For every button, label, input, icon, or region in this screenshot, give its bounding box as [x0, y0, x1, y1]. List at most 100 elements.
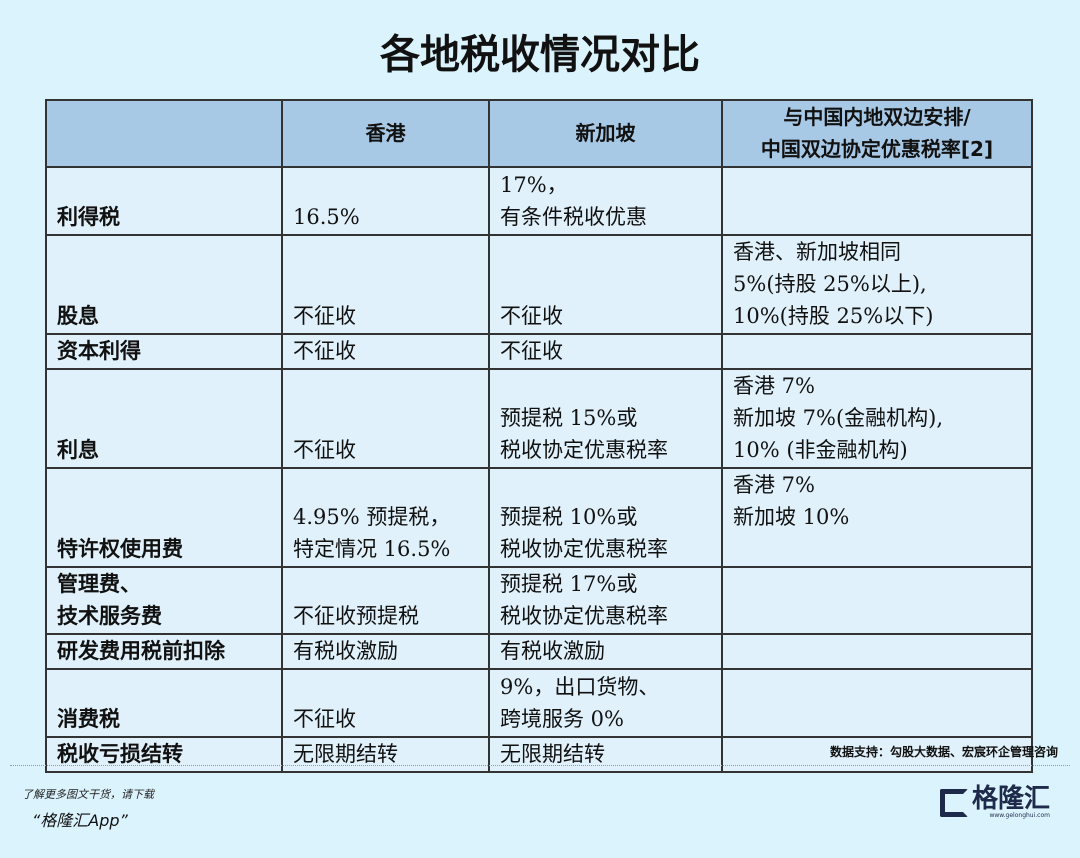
- cell-text: 4.95% 预提税，: [293, 505, 451, 529]
- data-source: 数据支持：勾股大数据、宏宸环企管理咨询: [829, 745, 1058, 759]
- cell-sg: 预提税 10%或 税收协定优惠税率: [488, 467, 723, 568]
- cell-text: 有税收激励: [293, 639, 398, 663]
- cell-treaty: [721, 633, 1033, 670]
- cell-text: 16.5%: [293, 205, 360, 229]
- column-header: 新加坡: [488, 99, 723, 168]
- cell-item: 利得税: [45, 166, 283, 236]
- cell-text: 技术服务费: [57, 604, 162, 628]
- cell-hk: 不征收: [281, 368, 490, 469]
- cell-text: 预提税 15%或: [500, 406, 638, 430]
- table-row: 利息 不征收 预提税 15%或 税收协定优惠税率 香港 7% 新加坡 7%(金融机构), 1…: [45, 368, 1033, 469]
- cell-text: 跨境服务 0%: [500, 707, 624, 731]
- header-text: 新加坡: [575, 121, 636, 145]
- cell-hk: 不征收: [281, 668, 490, 738]
- cell-text: 不征收: [500, 304, 563, 328]
- cell-text: 有税收激励: [500, 639, 605, 663]
- cell-text: 不征收: [293, 304, 356, 328]
- cell-text: 无限期结转: [293, 742, 398, 766]
- header-text: 中国双边协定优惠税率[2]: [760, 137, 994, 161]
- cell-sg: 有税收激励: [488, 633, 723, 670]
- cell-text: 利得税: [57, 205, 120, 229]
- cell-sg: 无限期结转: [488, 736, 723, 773]
- cell-item: 管理费、 技术服务费: [45, 566, 283, 635]
- divider: [10, 765, 1070, 766]
- cell-hk: 不征收预提税: [281, 566, 490, 635]
- cell-hk: 无限期结转: [281, 736, 490, 773]
- cell-text: 5%(持股 25%以上),: [733, 272, 927, 296]
- promo-app-name: “格隆汇App”: [32, 811, 128, 830]
- cell-text: 香港 7%: [733, 374, 815, 398]
- cell-text: 税收亏损结转: [57, 742, 183, 766]
- logo-text: 格隆汇: [971, 784, 1050, 814]
- cell-treaty: [721, 566, 1033, 635]
- cell-text: 不征收: [293, 339, 356, 363]
- cell-treaty: [721, 668, 1033, 738]
- cell-text: 无限期结转: [500, 742, 605, 766]
- cell-sg: 9%，出口货物、 跨境服务 0%: [488, 668, 723, 738]
- cell-text: 预提税 17%或: [500, 572, 638, 596]
- table-row: 管理费、 技术服务费 不征收预提税 预提税 17%或 税收协定优惠税率: [45, 566, 1033, 635]
- table-row: 消费税 不征收 9%，出口货物、 跨境服务 0%: [45, 668, 1033, 738]
- cell-text: 股息: [57, 304, 99, 328]
- cell-text: 不征收: [293, 438, 356, 462]
- cell-item: 研发费用税前扣除: [45, 633, 283, 670]
- cell-text: 税收协定优惠税率: [500, 604, 668, 628]
- cell-text: 预提税 10%或: [500, 505, 638, 529]
- cell-sg: 不征收: [488, 333, 723, 370]
- cell-item: 利息: [45, 368, 283, 469]
- cell-text: 不征收: [500, 339, 563, 363]
- table-row: 研发费用税前扣除 有税收激励 有税收激励: [45, 633, 1033, 670]
- header-text: 与中国内地双边安排/: [783, 105, 971, 129]
- cell-hk: 不征收: [281, 234, 490, 335]
- cell-text: 17%，: [500, 173, 568, 197]
- cell-text: 消费税: [57, 707, 120, 731]
- cell-treaty: [721, 736, 1033, 773]
- cell-text: 香港、新加坡相同: [733, 240, 901, 264]
- cell-hk: 有税收激励: [281, 633, 490, 670]
- cell-sg: 预提税 17%或税收协定优惠税率: [488, 566, 723, 635]
- page-title: 各地税收情况对比: [380, 32, 700, 78]
- cell-text: 研发费用税前扣除: [57, 639, 225, 663]
- column-header: 与中国内地双边安排/中国双边协定优惠税率[2]: [721, 99, 1033, 168]
- cell-text: 特定情况 16.5%: [293, 537, 451, 561]
- table-row: 资本利得 不征收 不征收: [45, 333, 1033, 370]
- cell-item: 资本利得: [45, 333, 283, 370]
- cell-text: 新加坡 10%: [733, 505, 850, 529]
- cell-item: 税收亏损结转: [45, 736, 283, 773]
- gelonghui-logo: 格隆汇 www.gelonghui.com: [939, 784, 1050, 819]
- cell-text: 管理费、: [57, 572, 141, 596]
- cell-sg: 17%， 有条件税收优惠: [488, 166, 723, 236]
- cell-text: 利息: [57, 438, 99, 462]
- cell-text: 香港 7%: [733, 473, 815, 497]
- cell-text: 有条件税收优惠: [500, 205, 647, 229]
- table-row: 股息 不征收 不征收 香港、新加坡相同 5%(持股 25%以上), 10%(持股 25%以…: [45, 234, 1033, 335]
- cell-hk: 不征收: [281, 333, 490, 370]
- column-header: 香港: [281, 99, 490, 168]
- table-row: 特许权使用费 4.95% 预提税， 特定情况 16.5% 预提税 10%或 税收协定优惠…: [45, 467, 1033, 568]
- cell-text: 特许权使用费: [57, 537, 183, 561]
- table-row: 税收亏损结转 无限期结转 无限期结转: [45, 736, 1033, 773]
- cell-sg: 不征收: [488, 234, 723, 335]
- cell-hk: 4.95% 预提税， 特定情况 16.5%: [281, 467, 490, 568]
- cell-text: 新加坡 7%(金融机构),: [733, 406, 944, 430]
- cell-treaty: 香港 7% 新加坡 7%(金融机构), 10% (非金融机构): [721, 368, 1033, 469]
- cell-text: 10%(持股 25%以下): [733, 304, 934, 328]
- header-text: 香港: [365, 121, 406, 145]
- cell-item: 股息: [45, 234, 283, 335]
- cell-treaty: 香港 7% 新加坡 10%: [721, 467, 1033, 568]
- column-header: [45, 99, 283, 168]
- cell-text: 9%，出口货物、: [500, 675, 660, 699]
- cell-text: 不征收预提税: [293, 604, 419, 628]
- cell-item: 特许权使用费: [45, 467, 283, 568]
- cell-treaty: [721, 333, 1033, 370]
- cell-sg: 预提税 15%或税收协定优惠税率: [488, 368, 723, 469]
- table-row: 利得税 16.5% 17%， 有条件税收优惠: [45, 166, 1033, 236]
- promo-text: 了解更多图文干货，请下载: [22, 788, 154, 801]
- cell-text: 10% (非金融机构): [733, 438, 908, 462]
- cell-text: 资本利得: [57, 339, 141, 363]
- cell-item: 消费税: [45, 668, 283, 738]
- cell-hk: 16.5%: [281, 166, 490, 236]
- cell-text: 不征收: [293, 707, 356, 731]
- tax-comparison-table: 香港 新加坡 与中国内地双边安排/中国双边协定优惠税率[2] 利得税 16.5% 17%…: [45, 99, 1033, 773]
- cell-text: 税收协定优惠税率: [500, 438, 668, 462]
